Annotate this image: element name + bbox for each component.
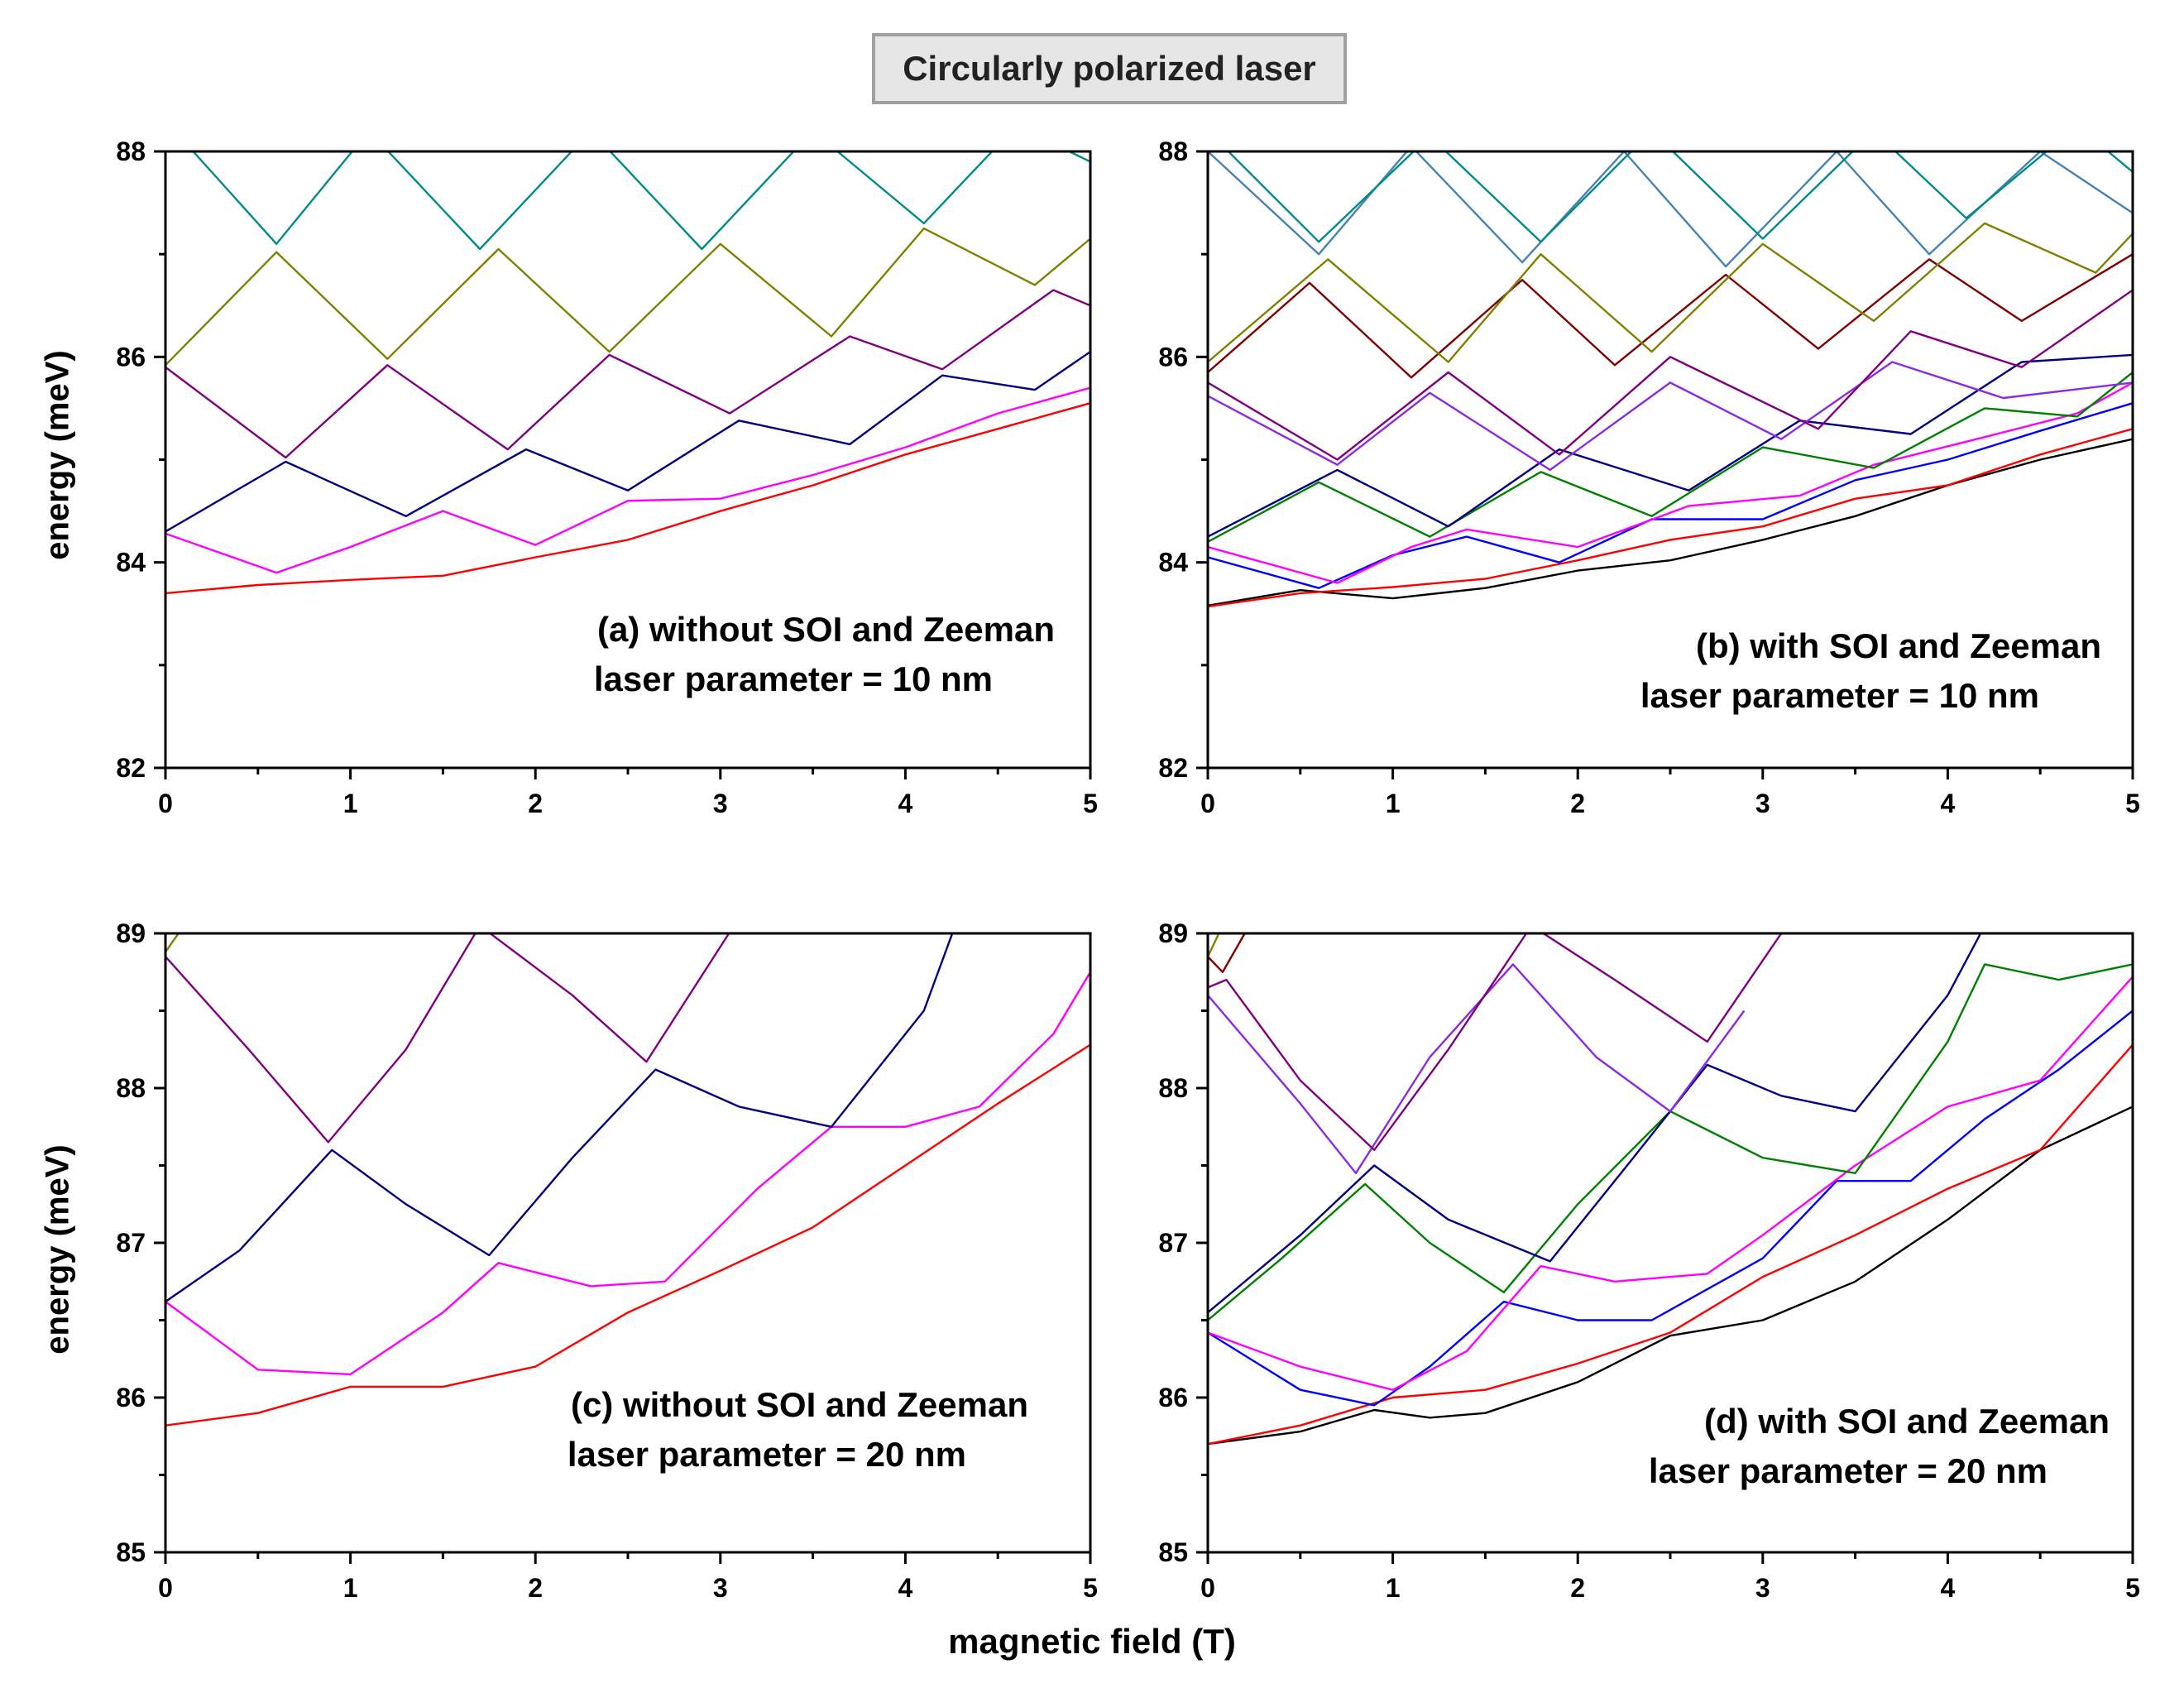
x-tick-label-b: 2 xyxy=(1570,789,1585,818)
x-tick-label-b: 4 xyxy=(1941,789,1956,818)
x-tick-label-a: 4 xyxy=(898,789,913,818)
series-line-c-4 xyxy=(165,933,180,953)
panel-annotation-param-b: laser parameter = 10 nm xyxy=(1640,676,2039,715)
series-line-a-1 xyxy=(165,386,1090,574)
series-line-d-1 xyxy=(1208,1043,2133,1446)
y-tick-label-c: 89 xyxy=(116,918,146,948)
y-tick-label-b: 82 xyxy=(1158,753,1188,783)
series-line-b-1 xyxy=(1208,428,2133,608)
y-tick-label-b: 84 xyxy=(1158,548,1188,578)
x-tick-label-b: 1 xyxy=(1386,789,1401,818)
y-tick-label-d: 88 xyxy=(1158,1073,1188,1103)
series-line-b-7 xyxy=(1208,289,2133,461)
y-tick-label-a: 82 xyxy=(116,753,146,783)
series-line-b-8 xyxy=(1208,253,2133,379)
series-line-a-4 xyxy=(165,227,1090,367)
y-tick-label-d: 86 xyxy=(1158,1383,1188,1412)
y-axis-label-bottom: energy (meV) xyxy=(39,1144,76,1355)
x-tick-label-d: 0 xyxy=(1200,1573,1215,1603)
panel-a: 0 1 2 3 4 5 82 84 86 88 (a) without SOI and Zeeman… xyxy=(116,137,1098,818)
panel-annotation-param-c: laser parameter = 20 nm xyxy=(568,1435,966,1474)
x-tick-label-a: 0 xyxy=(158,789,173,818)
series-line-d-3 xyxy=(1208,976,2133,1391)
x-tick-label-c: 1 xyxy=(343,1573,358,1603)
y-tick-label-c: 87 xyxy=(116,1228,146,1258)
x-tick-label-d: 3 xyxy=(1755,1573,1770,1603)
series-line-b-4 xyxy=(1208,372,2133,543)
series-line-d-7 xyxy=(1208,933,1783,1152)
y-tick-label-c: 86 xyxy=(116,1383,146,1412)
y-tick-label-d: 89 xyxy=(1158,918,1188,948)
y-tick-label-a: 84 xyxy=(116,548,146,578)
x-tick-label-a: 5 xyxy=(1083,789,1098,818)
x-tick-label-b: 0 xyxy=(1200,789,1215,818)
series-line-d-0 xyxy=(1208,1105,2133,1446)
x-tick-label-b: 5 xyxy=(2125,789,2140,818)
x-tick-label-d: 2 xyxy=(1570,1573,1585,1603)
series-line-b-5 xyxy=(1208,353,2133,538)
series-line-a-0 xyxy=(165,402,1090,595)
series-line-d-2 xyxy=(1208,1009,2133,1407)
x-tick-label-b: 3 xyxy=(1755,789,1770,818)
series-line-d-6 xyxy=(1208,963,1746,1175)
x-tick-label-d: 1 xyxy=(1386,1573,1401,1603)
x-tick-label-c: 0 xyxy=(158,1573,173,1603)
series-line-b-3 xyxy=(1208,381,2133,584)
series-line-a-5 xyxy=(191,151,1090,251)
series-line-d-5 xyxy=(1208,933,1982,1314)
series-line-b-9 xyxy=(1208,222,2133,363)
x-tick-label-a: 2 xyxy=(528,789,543,818)
y-tick-label-b: 88 xyxy=(1158,137,1188,166)
y-tick-label-b: 86 xyxy=(1158,342,1188,372)
series-line-a-3 xyxy=(165,289,1090,459)
x-tick-label-c: 2 xyxy=(528,1573,543,1603)
y-axis-label-top: energy (meV) xyxy=(39,350,76,560)
x-tick-label-c: 3 xyxy=(713,1573,728,1603)
series-line-b-10 xyxy=(1208,151,2133,268)
x-tick-label-c: 4 xyxy=(898,1573,913,1603)
y-tick-label-c: 85 xyxy=(116,1537,146,1567)
panel-annotation-title-a: (a) without SOI and Zeeman xyxy=(597,610,1055,649)
y-tick-label-c: 88 xyxy=(116,1073,146,1103)
panel-annotation-title-b: (b) with SOI and Zeeman xyxy=(1696,626,2101,665)
x-tick-label-d: 4 xyxy=(1941,1573,1956,1603)
x-tick-label-d: 5 xyxy=(2125,1573,2140,1603)
x-tick-label-a: 1 xyxy=(343,789,358,818)
panel-annotation-title-c: (c) without SOI and Zeeman xyxy=(571,1385,1028,1424)
figure-title: Circularly polarized laser xyxy=(872,33,1347,104)
series-line-c-0 xyxy=(165,1043,1090,1427)
x-tick-label-a: 3 xyxy=(713,789,728,818)
panel-b: 0 1 2 3 4 5 82 84 86 88 (b) with SOI and Zeeman las… xyxy=(1158,137,2140,818)
series-line-d-8 xyxy=(1208,933,1246,974)
panel-c: 0 1 2 3 4 5 85 86 87 88 89 (c) without SOI and Zeem… xyxy=(116,918,1098,1603)
x-axis-label: magnetic field (T) xyxy=(948,1622,1236,1661)
series-line-d-9 xyxy=(1208,933,1220,957)
series-line-b-0 xyxy=(1208,438,2133,607)
series-line-c-1 xyxy=(165,971,1090,1376)
y-tick-label-d: 85 xyxy=(1158,1537,1188,1567)
panel-annotation-title-d: (d) with SOI and Zeeman xyxy=(1704,1402,2110,1441)
panel-annotation-param-d: laser parameter = 20 nm xyxy=(1649,1451,2048,1490)
series-line-a-2 xyxy=(165,351,1090,533)
series-line-c-2 xyxy=(165,933,954,1303)
x-tick-label-c: 5 xyxy=(1083,1573,1098,1603)
series-line-c-3 xyxy=(165,933,730,1144)
series-line-b-6 xyxy=(1208,361,2133,472)
y-tick-label-a: 88 xyxy=(116,137,146,166)
y-tick-label-d: 87 xyxy=(1158,1228,1188,1258)
y-tick-label-a: 86 xyxy=(116,342,146,372)
panel-d: 0 1 2 3 4 5 85 86 87 88 89 (d) with SOI and Zeeman l… xyxy=(1158,918,2139,1603)
panel-annotation-param-a: laser parameter = 10 nm xyxy=(594,659,993,698)
series-line-b-11 xyxy=(1227,151,2133,243)
